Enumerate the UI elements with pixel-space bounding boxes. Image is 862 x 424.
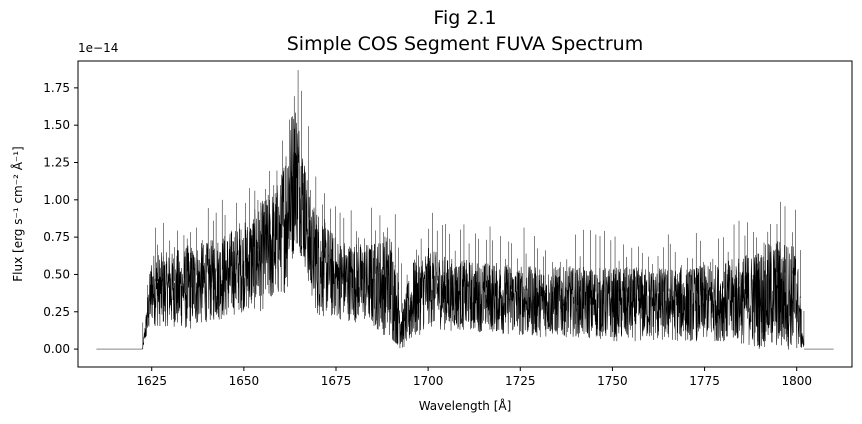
y-axis-ticks: 0.00 0.25 0.50 0.75 1.00 1.25 1.50 1.75 (43, 81, 78, 356)
x-tick-label: 1675 (321, 374, 352, 388)
y-tick-label: 1.00 (43, 193, 70, 207)
series-spikes (142, 70, 805, 350)
x-tick-label: 1800 (781, 374, 812, 388)
x-tick-label: 1625 (136, 374, 167, 388)
y-tick-label: 0.00 (43, 342, 70, 356)
y-tick-label: 1.25 (43, 156, 70, 170)
x-tick-label: 1775 (689, 374, 720, 388)
y-axis-label: Flux [erg s⁻¹ cm⁻² Å⁻¹] (10, 146, 25, 281)
series-line (142, 112, 805, 350)
x-tick-label: 1725 (505, 374, 536, 388)
x-tick-label: 1750 (597, 374, 628, 388)
y-tick-label: 0.50 (43, 267, 70, 281)
x-tick-label: 1700 (413, 374, 444, 388)
chart-title-line2: Simple COS Segment FUVA Spectrum (287, 33, 644, 55)
chart-title-line1: Fig 2.1 (433, 7, 496, 29)
y-tick-label: 1.50 (43, 118, 70, 132)
x-axis-label: Wavelength [Å] (419, 398, 512, 413)
x-axis-ticks: 1625 1650 1675 1700 1725 1750 1775 1800 (136, 367, 812, 388)
y-tick-label: 1.75 (43, 81, 70, 95)
x-tick-label: 1650 (229, 374, 260, 388)
y-offset-label: 1e−14 (78, 41, 118, 55)
y-tick-label: 0.75 (43, 230, 70, 244)
series-layer (96, 70, 834, 350)
y-tick-label: 0.25 (43, 305, 70, 319)
